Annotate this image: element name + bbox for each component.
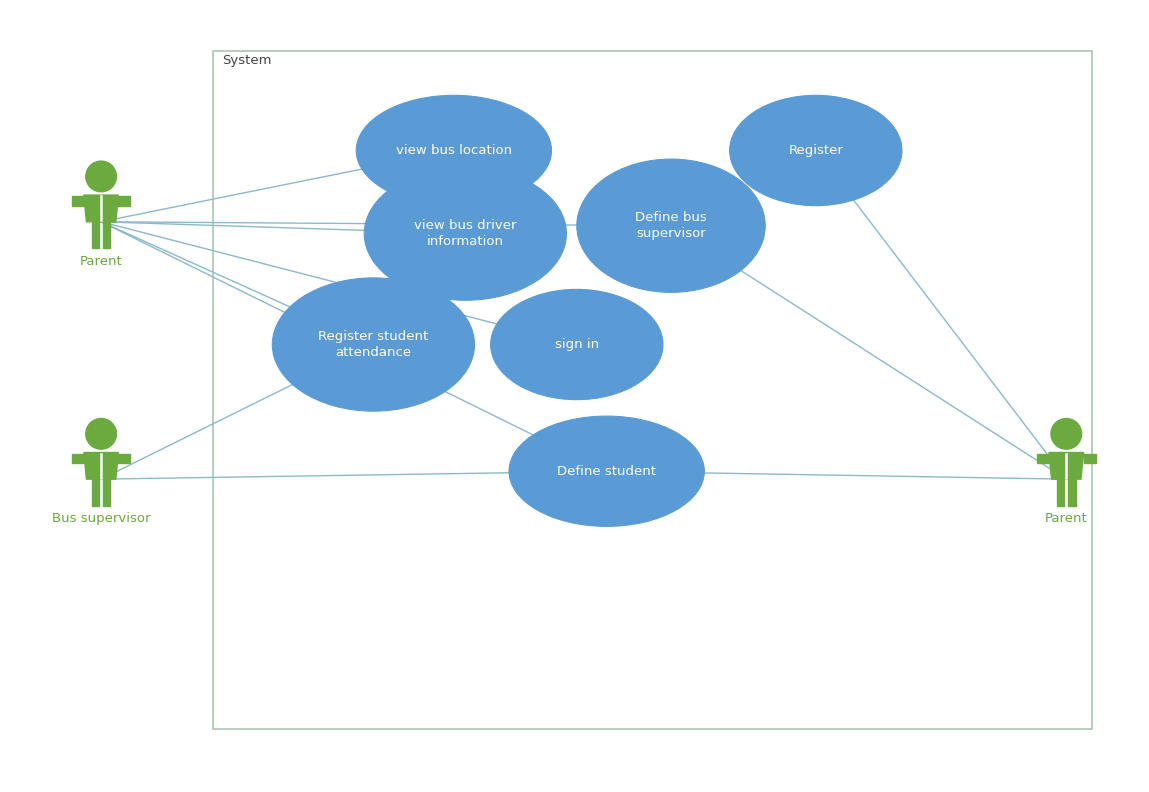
Text: sign in: sign in [555, 338, 599, 351]
Ellipse shape [364, 167, 566, 300]
Text: Register student
attendance: Register student attendance [318, 330, 429, 359]
Text: Define student: Define student [557, 465, 656, 478]
Ellipse shape [491, 289, 663, 400]
Text: Parent: Parent [79, 255, 123, 268]
Polygon shape [1069, 479, 1075, 506]
Polygon shape [71, 454, 84, 463]
Ellipse shape [577, 159, 765, 292]
Polygon shape [1084, 454, 1096, 463]
Polygon shape [84, 452, 118, 479]
Ellipse shape [730, 95, 902, 206]
Text: System: System [222, 54, 271, 67]
Bar [213, 51, 1092, 729]
Polygon shape [118, 454, 131, 463]
Text: Define bus
supervisor: Define bus supervisor [635, 211, 707, 240]
Polygon shape [103, 479, 110, 506]
Text: view bus driver
information: view bus driver information [414, 219, 517, 248]
Text: Parent: Parent [1044, 512, 1088, 525]
Polygon shape [1049, 452, 1084, 479]
Text: Bus supervisor: Bus supervisor [52, 512, 151, 525]
Polygon shape [92, 479, 99, 506]
Ellipse shape [509, 416, 704, 527]
Polygon shape [71, 196, 84, 206]
Ellipse shape [86, 418, 116, 449]
Polygon shape [92, 222, 99, 249]
Polygon shape [1057, 479, 1064, 506]
Text: Register: Register [788, 144, 843, 157]
Ellipse shape [1051, 418, 1081, 449]
Polygon shape [84, 195, 118, 222]
Ellipse shape [356, 95, 552, 206]
Text: view bus location: view bus location [395, 144, 512, 157]
Ellipse shape [272, 278, 475, 411]
Polygon shape [103, 222, 110, 249]
Polygon shape [1036, 454, 1049, 463]
Polygon shape [118, 196, 131, 206]
Ellipse shape [86, 161, 116, 192]
